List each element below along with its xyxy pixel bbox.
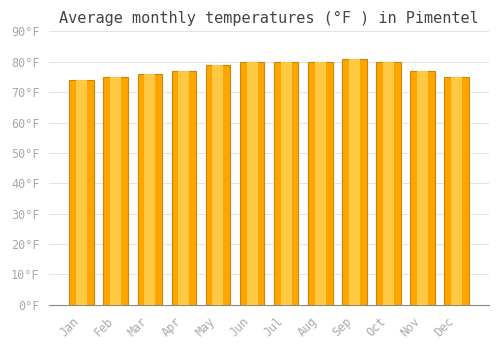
Bar [308,62,332,305]
Bar [240,62,264,305]
Bar [246,62,258,305]
Bar [314,62,326,305]
Bar [138,74,162,305]
Bar [104,77,128,305]
Bar [110,77,121,305]
Bar [444,77,469,305]
Bar [383,62,394,305]
Bar [451,77,462,305]
Bar [342,59,366,305]
Bar [376,62,400,305]
Bar [410,71,435,305]
Bar [349,59,360,305]
Bar [280,62,291,305]
Bar [70,80,94,305]
Bar [212,65,224,305]
Bar [274,62,298,305]
Bar [76,80,87,305]
Bar [144,74,156,305]
Bar [172,71,196,305]
Bar [206,65,230,305]
Bar [178,71,190,305]
Title: Average monthly temperatures (°F ) in Pimentel: Average monthly temperatures (°F ) in Pi… [59,11,479,26]
Bar [417,71,428,305]
